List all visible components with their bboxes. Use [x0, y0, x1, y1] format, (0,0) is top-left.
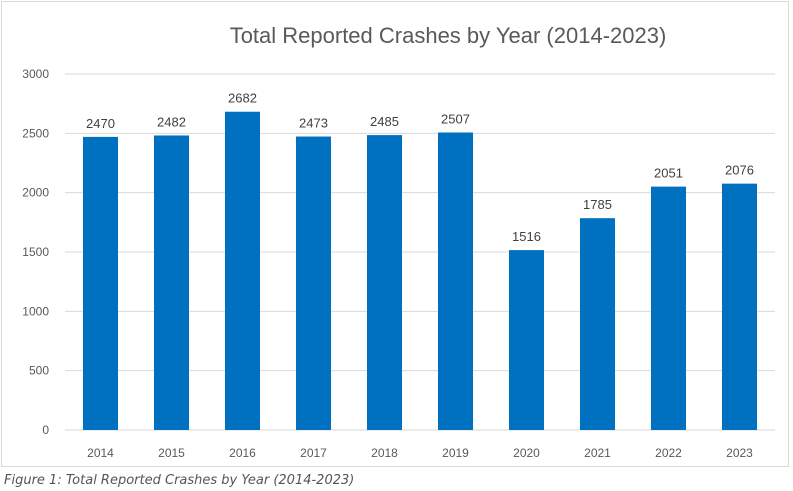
- bars: [83, 111, 757, 431]
- x-tick-label-2018: 2018: [371, 446, 398, 460]
- data-label-2014: 2470: [86, 116, 115, 131]
- figure-caption: Figure 1: Total Reported Crashes by Year…: [4, 473, 355, 488]
- data-label-2015: 2482: [157, 114, 186, 129]
- y-tick-label: 3000: [22, 67, 49, 81]
- data-label-2018: 2485: [370, 114, 399, 129]
- chart-title: Total Reported Crashes by Year (2014-202…: [230, 23, 667, 48]
- bar-chart: Total Reported Crashes by Year (2014-202…: [22, 23, 775, 460]
- data-label-2021: 1785: [583, 197, 612, 212]
- data-label-2020: 1516: [512, 229, 541, 244]
- bar-2017: [296, 136, 331, 430]
- bar-2021: [580, 218, 615, 430]
- data-label-2023: 2076: [725, 163, 754, 178]
- y-tick-label: 1500: [22, 245, 49, 259]
- data-label-2016: 2682: [228, 91, 257, 106]
- y-tick-label: 2500: [22, 126, 49, 140]
- x-tick-label-2023: 2023: [726, 446, 753, 460]
- data-label-2019: 2507: [441, 112, 470, 127]
- x-tick-label-2014: 2014: [87, 446, 114, 460]
- data-label-2022: 2051: [654, 166, 683, 181]
- bar-2015: [154, 135, 189, 430]
- x-tick-label-2022: 2022: [655, 446, 682, 460]
- y-tick-label: 1000: [22, 304, 49, 318]
- y-tick-label: 0: [42, 423, 49, 437]
- x-tick-label-2015: 2015: [158, 446, 185, 460]
- bar-2019: [438, 132, 473, 430]
- x-tick-label-2019: 2019: [442, 446, 469, 460]
- x-tick-label-2016: 2016: [229, 446, 256, 460]
- bar-2016: [225, 111, 260, 431]
- y-tick-label: 2000: [22, 186, 49, 200]
- bar-2023: [722, 183, 757, 430]
- bar-2014: [83, 136, 118, 431]
- bar-2020: [509, 250, 544, 430]
- y-tick-label: 500: [29, 364, 49, 378]
- x-tick-label-2021: 2021: [584, 446, 611, 460]
- data-label-2017: 2473: [299, 116, 328, 131]
- x-tick-label-2017: 2017: [300, 446, 327, 460]
- x-tick-label-2020: 2020: [513, 446, 540, 460]
- data-labels: 2470 2482 2682 2473 2485 2507 1516 1785 2051 2076: [86, 91, 754, 244]
- bar-2022: [651, 186, 686, 430]
- bar-2018: [367, 135, 402, 430]
- x-axis-tick-labels: 2014 2015 2016 2017 2018 2019 2020 2021 2022 2023: [87, 446, 753, 460]
- chart-frame: Total Reported Crashes by Year (2014-202…: [1, 1, 789, 467]
- y-axis-tick-labels: 0 500 1000 1500 2000 2500 3000: [22, 67, 49, 437]
